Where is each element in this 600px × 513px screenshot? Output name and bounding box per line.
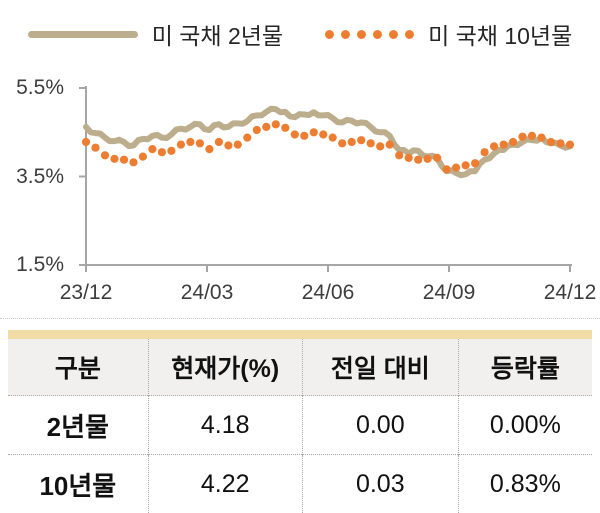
x-tick-label: 24/09	[404, 281, 494, 305]
summary-table: 구분 현재가(%) 전일 대비 등락률 2년물 4.18 0.00 0.00% …	[8, 339, 592, 513]
cell-10yr-change: 0.03	[302, 455, 458, 513]
legend-dots-swatch-10yr	[325, 30, 414, 39]
col-header-category: 구분	[8, 339, 148, 396]
cell-10yr-pctchange: 0.83%	[458, 455, 592, 513]
y-tick-label: 3.5%	[0, 165, 64, 189]
cell-2yr-current: 4.18	[148, 396, 302, 455]
x-tick-label: 24/03	[162, 281, 252, 305]
chart-canvas	[0, 52, 600, 318]
table-header-row: 구분 현재가(%) 전일 대비 등락률	[8, 339, 592, 396]
legend-label-2yr: 미 국채 2년물	[152, 17, 283, 51]
col-header-current: 현재가(%)	[148, 339, 302, 396]
yield-line-chart: 5.5% 3.5% 1.5% 23/12 24/03 24/06 24/09 24/12	[0, 52, 600, 318]
legend-line-swatch-2yr	[28, 31, 138, 38]
chart-legend: 미 국채 2년물 미 국채 10년물	[0, 14, 600, 54]
x-tick-label: 24/12	[525, 281, 600, 305]
y-tick-label: 1.5%	[0, 253, 64, 277]
table-row: 10년물 4.22 0.03 0.83%	[8, 455, 592, 513]
x-tick-label: 24/06	[283, 281, 373, 305]
row-label-2yr: 2년물	[8, 396, 148, 455]
legend-label-10yr: 미 국채 10년물	[428, 17, 572, 51]
cell-2yr-pctchange: 0.00%	[458, 396, 592, 455]
cell-2yr-change: 0.00	[302, 396, 458, 455]
cell-10yr-current: 4.22	[148, 455, 302, 513]
table-accent-bar	[8, 330, 592, 339]
series-10yr-dots	[82, 120, 574, 173]
series-2yr-line	[86, 109, 570, 175]
col-header-pctchange: 등락률	[458, 339, 592, 396]
summary-table-section: 구분 현재가(%) 전일 대비 등락률 2년물 4.18 0.00 0.00% …	[0, 318, 600, 513]
y-tick-label: 5.5%	[0, 76, 64, 100]
table-row: 2년물 4.18 0.00 0.00%	[8, 396, 592, 455]
x-tick-label: 23/12	[41, 281, 131, 305]
col-header-change: 전일 대비	[302, 339, 458, 396]
row-label-10yr: 10년물	[8, 455, 148, 513]
